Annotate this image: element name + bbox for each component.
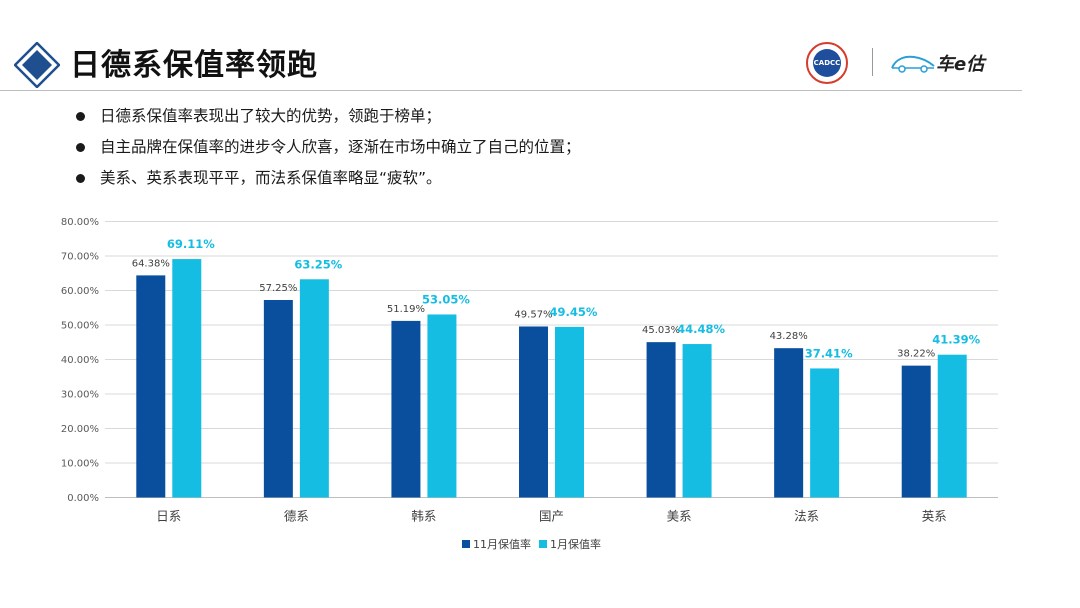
- y-tick-label: 30.00%: [61, 390, 99, 401]
- data-label-series-2: 69.11%: [167, 237, 215, 251]
- bullet-list: 日德系保值率表现出了较大的优势，领跑于榜单； 自主品牌在保值率的进步令人欣喜，逐…: [76, 106, 581, 199]
- cadcc-badge: CADCC: [813, 49, 841, 77]
- bullet-text: 日德系保值率表现出了较大的优势，领跑于榜单；: [100, 107, 442, 125]
- bar-series-1: [136, 275, 166, 498]
- x-category-label: 国产: [539, 509, 564, 524]
- x-category-label: 美系: [667, 509, 692, 524]
- data-label-series-1: 64.38%: [132, 258, 170, 269]
- car-logo-icon: [891, 55, 935, 73]
- y-tick-label: 20.00%: [61, 424, 99, 435]
- bullet-text: 自主品牌在保值率的进步令人欣喜，逐渐在市场中确立了自己的位置；: [100, 138, 581, 156]
- bar-series-1: [901, 365, 931, 498]
- logo-divider: [872, 48, 873, 76]
- bullet-item: 美系、英系表现平平，而法系保值率略显“疲软”。: [76, 168, 581, 199]
- y-tick-label: 40.00%: [61, 355, 99, 366]
- bullet-text: 美系、英系表现平平，而法系保值率略显“疲软”。: [100, 169, 442, 187]
- brand-logo-text: 车e估: [936, 54, 985, 75]
- bar-series-2: [555, 326, 584, 498]
- bullet-dot-icon: [76, 143, 85, 152]
- header: 日德系保值率领跑 CADCC 车e估: [0, 0, 1080, 92]
- bullet-dot-icon: [76, 112, 85, 121]
- chart-legend: 11月保值率 1月保值率: [462, 536, 601, 552]
- bar-series-2: [937, 354, 967, 498]
- logo-area: CADCC 车e估: [806, 42, 1016, 84]
- x-category-label: 德系: [284, 509, 309, 524]
- x-category-label: 韩系: [411, 509, 436, 524]
- data-label-series-2: 37.41%: [805, 346, 853, 360]
- data-label-series-2: 63.25%: [294, 257, 342, 271]
- data-label-series-1: 57.25%: [259, 283, 297, 294]
- data-label-series-1: 38.22%: [897, 349, 935, 360]
- data-label-series-2: 44.48%: [677, 322, 725, 336]
- header-divider: [0, 90, 1022, 91]
- y-tick-label: 0.00%: [67, 493, 99, 504]
- bar-series-2: [810, 368, 840, 498]
- legend-item-series-1: 11月保值率: [462, 536, 531, 552]
- legend-item-series-2: 1月保值率: [539, 536, 601, 552]
- x-category-label: 法系: [794, 509, 819, 524]
- bar-series-1: [646, 342, 676, 498]
- legend-swatch-series-2: [539, 540, 547, 548]
- x-category-label: 英系: [922, 509, 947, 524]
- bar-series-1: [774, 348, 804, 498]
- data-label-series-1: 51.19%: [387, 304, 425, 315]
- y-tick-label: 50.00%: [61, 321, 99, 332]
- data-label-series-2: 49.45%: [550, 305, 598, 319]
- y-tick-label: 80.00%: [61, 217, 99, 228]
- bar-series-2: [172, 259, 202, 498]
- bar-chart: 0.00% 10.00% 20.00% 30.00% 40.00% 50.00% 60.00…: [61, 217, 998, 524]
- data-label-series-1: 49.57%: [514, 309, 552, 320]
- bar-series-2: [682, 344, 712, 498]
- x-category-label: 日系: [156, 509, 181, 524]
- bar-series-1: [519, 326, 548, 498]
- bar-series-2: [427, 314, 457, 498]
- bar-series-1: [391, 320, 421, 498]
- legend-swatch-series-1: [462, 540, 470, 548]
- data-label-series-2: 41.39%: [932, 333, 980, 347]
- bar-series-2: [299, 279, 329, 498]
- title-diamond-icon: [13, 41, 61, 89]
- bullet-item: 日德系保值率表现出了较大的优势，领跑于榜单；: [76, 106, 581, 137]
- bullet-dot-icon: [76, 174, 85, 183]
- page-title: 日德系保值率领跑: [70, 48, 318, 83]
- cadcc-seal-icon: CADCC: [806, 42, 848, 84]
- y-tick-label: 10.00%: [61, 459, 99, 470]
- data-label-series-1: 45.03%: [642, 325, 680, 336]
- bullet-item: 自主品牌在保值率的进步令人欣喜，逐渐在市场中确立了自己的位置；: [76, 137, 581, 168]
- y-tick-label: 60.00%: [61, 286, 99, 297]
- y-tick-label: 70.00%: [61, 252, 99, 263]
- data-label-series-1: 43.28%: [770, 331, 808, 342]
- legend-label-series-2: 1月保值率: [550, 538, 601, 551]
- data-label-series-2: 53.05%: [422, 292, 470, 306]
- bar-series-1: [263, 299, 293, 498]
- legend-label-series-1: 11月保值率: [473, 538, 531, 551]
